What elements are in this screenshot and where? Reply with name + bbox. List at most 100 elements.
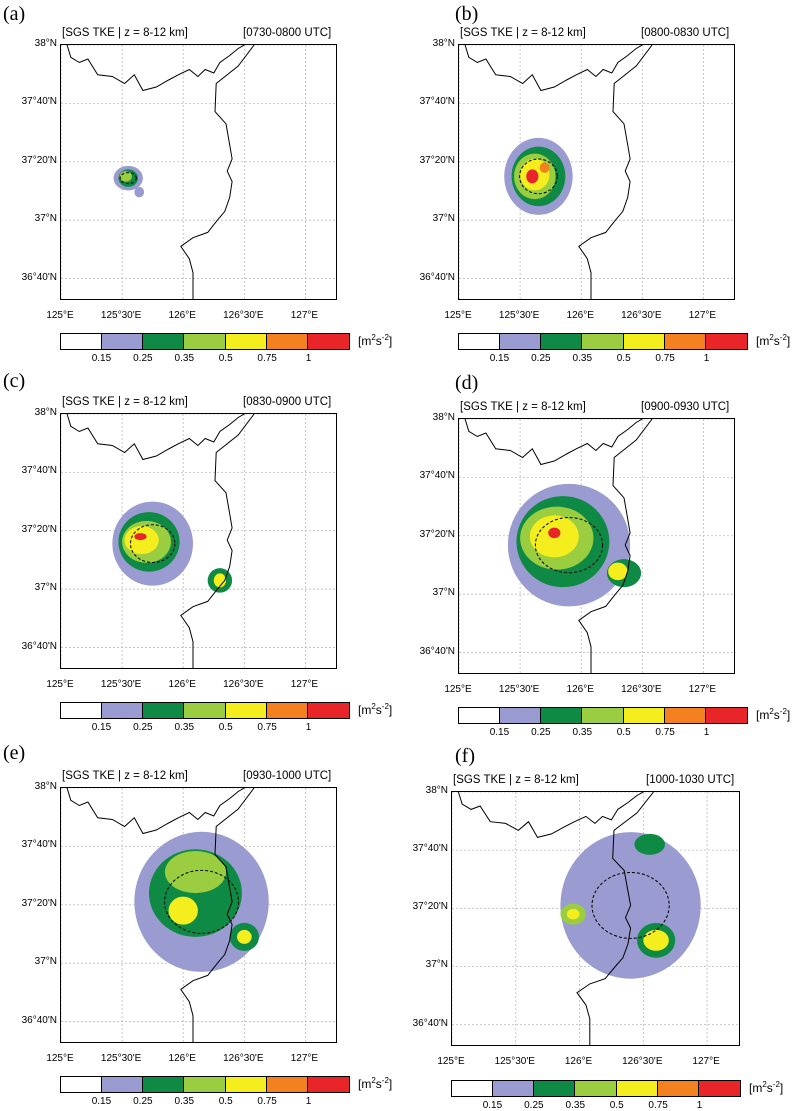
panel-time-range: [0930-1000 UTC] xyxy=(243,770,332,782)
longitude-tick-label: 125°E xyxy=(437,1056,465,1067)
colorbar-swatch xyxy=(623,334,665,349)
longitude-tick-label: 126°30'E xyxy=(223,310,264,321)
colorbar-tick-label: 0.15 xyxy=(489,353,510,364)
colorbar-tick-label: 1 xyxy=(703,727,710,738)
colorbar-tick-label: 1 xyxy=(696,1100,703,1111)
colorbar xyxy=(60,702,350,719)
longitude-tick-label: 127°E xyxy=(688,684,717,695)
longitude-tick-label: 125°E xyxy=(444,684,472,695)
panel-time-range: [0830-0900 UTC] xyxy=(243,396,332,408)
colorbar-tick-label: 0.75 xyxy=(655,353,675,364)
longitude-tick-label: 127°E xyxy=(688,310,717,321)
longitude-tick-label: 125°E xyxy=(46,310,74,321)
panel-letter: (b) xyxy=(455,3,479,25)
colorbar-swatch xyxy=(307,1077,349,1092)
colorbar-tick-label: 0.75 xyxy=(257,353,277,364)
map-frame xyxy=(60,44,337,300)
panel-title: [SGS TKE | z = 8-12 km] xyxy=(453,774,579,786)
colorbar xyxy=(60,1076,350,1093)
boundary-line xyxy=(578,419,653,673)
colorbar-unit: [m2s-2] xyxy=(358,702,393,717)
colorbar-tick-label: 0.15 xyxy=(482,1100,503,1111)
tke-contour-fill xyxy=(634,833,666,855)
longitude-tick-label: 126°E xyxy=(564,1056,593,1067)
colorbar-swatch xyxy=(225,334,267,349)
longitude-tick-label: 125°30'E xyxy=(100,310,142,321)
colorbar-tick-label: 0.35 xyxy=(572,727,593,738)
longitude-tick-label: 127°E xyxy=(290,310,319,321)
tke-contour-fill xyxy=(134,186,145,198)
longitude-tick-label: 126°30'E xyxy=(622,1056,663,1067)
latitude-tick-label: 37°40'N xyxy=(21,839,57,851)
colorbar-tick-label: 0.5 xyxy=(218,1096,233,1107)
map-canvas xyxy=(61,788,336,1042)
coastline xyxy=(66,45,245,92)
tke-contour-fill xyxy=(237,929,252,944)
colorbar-tick-label: 0.35 xyxy=(174,1096,195,1107)
latitude-tick-label: 37°20'N xyxy=(419,528,455,540)
tke-contour-fill xyxy=(548,527,561,539)
colorbar-swatch xyxy=(500,708,542,723)
panel-letter: (c) xyxy=(3,370,26,392)
latitude-tick-label: 38°N xyxy=(432,38,455,49)
latitude-tick-label: 37°40'N xyxy=(419,470,455,482)
colorbar-tick-label: 0.15 xyxy=(91,722,112,733)
boundary-line xyxy=(180,414,255,668)
colorbar-tick-label: 0.15 xyxy=(91,1096,112,1107)
panel-letter: (a) xyxy=(3,3,26,25)
colorbar-tick-label: 0.75 xyxy=(655,727,675,738)
panel-title: [SGS TKE | z = 8-12 km] xyxy=(62,396,188,408)
colorbar xyxy=(458,707,748,724)
longitude-tick-label: 126°E xyxy=(168,1053,196,1064)
longitude-tick-label: 126°E xyxy=(168,679,196,690)
panel-time-range: [0800-0830 UTC] xyxy=(641,27,730,39)
panel-letter: (f) xyxy=(455,745,475,767)
latitude-tick-label: 36°40'N xyxy=(419,271,455,283)
coastline xyxy=(464,45,643,92)
colorbar-swatch xyxy=(225,1077,267,1092)
colorbar-tick-label: 0.25 xyxy=(524,1100,544,1111)
colorbar-swatch xyxy=(61,1077,103,1092)
latitude-tick-label: 36°40'N xyxy=(21,1014,57,1026)
colorbar-tick-label: 0.25 xyxy=(133,722,153,733)
latitude-tick-label: 37°N xyxy=(34,213,57,225)
colorbar-tick-label: 0.5 xyxy=(616,353,631,364)
map-frame xyxy=(458,44,735,300)
longitude-tick-label: 126°30'E xyxy=(223,1053,264,1064)
colorbar-tick-label: 1 xyxy=(305,722,312,733)
map-canvas xyxy=(459,45,734,299)
colorbar-unit: [m2s-2] xyxy=(358,1076,393,1091)
colorbar-unit: [m2s-2] xyxy=(749,1080,784,1095)
panel-title: [SGS TKE | z = 8-12 km] xyxy=(62,770,188,782)
colorbar-tick-label: 0.35 xyxy=(174,722,195,733)
latitude-tick-label: 37°N xyxy=(34,956,57,968)
tke-contour-fill xyxy=(526,169,539,184)
colorbar-swatch xyxy=(143,334,185,349)
colorbar-swatch xyxy=(102,334,144,349)
longitude-tick-label: 126°E xyxy=(168,310,196,321)
colorbar-unit: [m2s-2] xyxy=(358,333,393,348)
tke-contour-fill xyxy=(608,562,628,581)
colorbar-swatch xyxy=(541,708,583,723)
latitude-tick-label: 37°N xyxy=(425,959,448,971)
colorbar-swatch xyxy=(61,334,103,349)
colorbar-swatch xyxy=(266,1077,308,1092)
boundary-line xyxy=(578,45,653,299)
latitude-tick-label: 36°40'N xyxy=(21,640,57,652)
latitude-tick-label: 37°20'N xyxy=(412,901,448,913)
colorbar-swatch xyxy=(705,334,747,349)
colorbar-tick-label: 0.25 xyxy=(133,353,153,364)
longitude-tick-label: 125°30'E xyxy=(498,310,540,321)
latitude-tick-label: 38°N xyxy=(34,407,57,418)
latitude-tick-label: 37°40'N xyxy=(419,96,455,108)
colorbar-swatch xyxy=(184,703,226,718)
colorbar-swatch xyxy=(705,708,747,723)
latitude-tick-label: 36°40'N xyxy=(21,271,57,283)
map-canvas xyxy=(452,792,739,1045)
longitude-tick-label: 126°E xyxy=(566,684,594,695)
colorbar-tick-label: 0.25 xyxy=(133,1096,153,1107)
colorbar-swatch xyxy=(582,334,624,349)
colorbar-tick-label: 0.75 xyxy=(257,722,277,733)
longitude-tick-label: 127°E xyxy=(692,1056,720,1067)
latitude-tick-label: 38°N xyxy=(34,781,57,792)
